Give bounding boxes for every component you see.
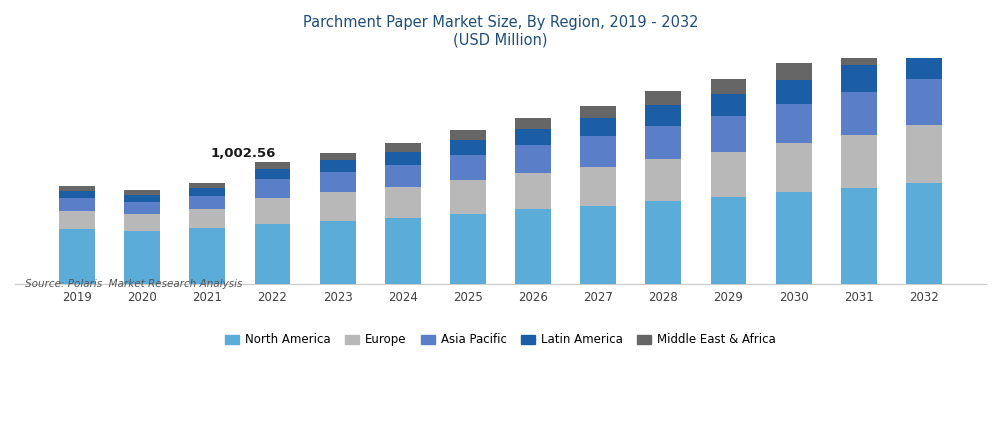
Bar: [906, 125, 942, 183]
Bar: [384, 152, 420, 164]
Bar: [776, 193, 812, 284]
Bar: [450, 214, 485, 284]
Bar: [841, 135, 877, 187]
Bar: [711, 197, 747, 284]
Bar: [906, 79, 942, 125]
Bar: [776, 143, 812, 193]
Bar: [711, 152, 747, 197]
Bar: [581, 206, 617, 284]
Bar: [906, 49, 942, 79]
Bar: [189, 196, 225, 210]
Bar: [646, 201, 682, 284]
Bar: [450, 130, 485, 140]
Bar: [450, 140, 485, 155]
Title: Parchment Paper Market Size, By Region, 2019 - 2032
(USD Million): Parchment Paper Market Size, By Region, …: [302, 15, 699, 47]
Bar: [124, 201, 160, 214]
Bar: [124, 190, 160, 195]
Legend: North America, Europe, Asia Pacific, Latin America, Middle East & Africa: North America, Europe, Asia Pacific, Lat…: [220, 328, 781, 351]
Bar: [189, 228, 225, 284]
Bar: [581, 106, 617, 118]
Bar: [59, 191, 95, 198]
Bar: [319, 221, 355, 284]
Bar: [384, 164, 420, 187]
Bar: [384, 143, 420, 152]
Bar: [516, 173, 551, 210]
Bar: [711, 79, 747, 94]
Bar: [841, 187, 877, 284]
Bar: [776, 104, 812, 143]
Bar: [841, 46, 877, 65]
Bar: [516, 210, 551, 284]
Bar: [124, 214, 160, 231]
Bar: [841, 92, 877, 135]
Bar: [776, 80, 812, 104]
Bar: [646, 105, 682, 126]
Text: Source: Polaris  Market Research Analysis: Source: Polaris Market Research Analysis: [25, 279, 242, 289]
Bar: [254, 224, 290, 284]
Bar: [841, 65, 877, 92]
Bar: [711, 116, 747, 152]
Bar: [581, 118, 617, 136]
Bar: [516, 118, 551, 129]
Bar: [59, 186, 95, 191]
Bar: [59, 211, 95, 229]
Bar: [776, 63, 812, 80]
Bar: [254, 162, 290, 169]
Bar: [906, 183, 942, 284]
Bar: [450, 180, 485, 214]
Bar: [254, 169, 290, 179]
Bar: [189, 183, 225, 188]
Text: 1,002.56: 1,002.56: [210, 147, 276, 160]
Bar: [516, 145, 551, 173]
Bar: [646, 92, 682, 105]
Bar: [319, 153, 355, 161]
Bar: [384, 218, 420, 284]
Bar: [59, 198, 95, 211]
Bar: [189, 210, 225, 228]
Bar: [646, 126, 682, 158]
Bar: [124, 231, 160, 284]
Bar: [581, 136, 617, 167]
Bar: [711, 94, 747, 116]
Bar: [124, 195, 160, 201]
Bar: [581, 167, 617, 206]
Bar: [906, 29, 942, 49]
Bar: [189, 188, 225, 196]
Bar: [450, 155, 485, 180]
Bar: [254, 198, 290, 224]
Bar: [516, 129, 551, 145]
Bar: [319, 193, 355, 221]
Bar: [646, 158, 682, 201]
Bar: [59, 229, 95, 284]
Bar: [319, 161, 355, 172]
Bar: [384, 187, 420, 218]
Bar: [319, 172, 355, 193]
Bar: [254, 179, 290, 198]
